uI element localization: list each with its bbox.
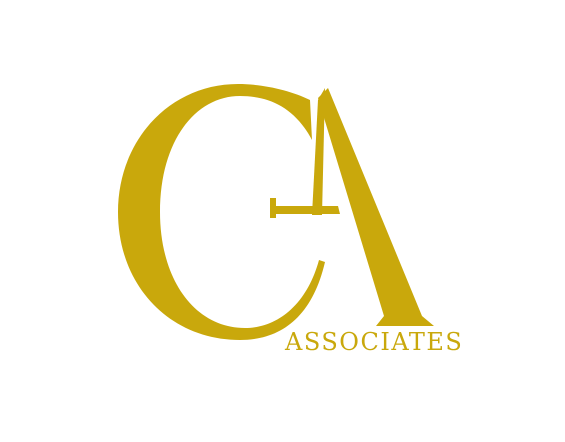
monogram-letter-a-right-leg <box>318 88 434 326</box>
monogram-letter-a-crossbar <box>270 198 340 218</box>
monogram-letter-c <box>118 84 325 340</box>
monogram-letter-a-left-leg <box>312 88 325 215</box>
wordmark-associates: ASSOCIATES <box>285 328 464 356</box>
